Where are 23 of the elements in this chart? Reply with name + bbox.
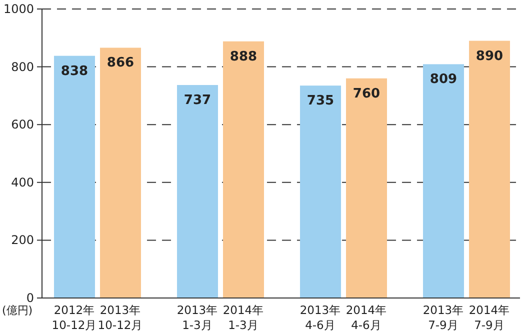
data-label: 888: [230, 49, 258, 64]
x-tick-label: 2013年 1-3月: [176, 303, 218, 332]
y-tick-label: 0: [26, 291, 34, 305]
x-tick-label: 2014年 7-9月: [468, 303, 510, 332]
data-label: 890: [476, 48, 504, 64]
y-tick-label: 1000: [3, 2, 34, 16]
data-label: 809: [430, 72, 458, 88]
y-tick-label: 600: [11, 118, 34, 132]
x-tick-label: 2013年 4-6月: [300, 303, 342, 332]
data-label: 760: [352, 86, 380, 102]
data-label: 838: [60, 64, 88, 79]
data-label: 735: [306, 94, 334, 109]
y-tick-label: 400: [11, 175, 34, 190]
x-tick-label: 2014年 4-6月: [346, 303, 388, 332]
x-tick-label: 2014年 1-3月: [222, 303, 264, 332]
x-tick-label: 2012年 10-12月: [52, 303, 98, 332]
data-label: 866: [106, 56, 134, 71]
y-tick-label: 200: [11, 233, 34, 248]
x-tick-label: 2013年 7-9月: [422, 303, 464, 332]
data-label: 737: [184, 93, 212, 108]
y-tick-label: 800: [11, 60, 34, 74]
y-axis-title: (億円): [2, 304, 33, 317]
x-tick-label: 2013年 10-12月: [98, 303, 144, 332]
